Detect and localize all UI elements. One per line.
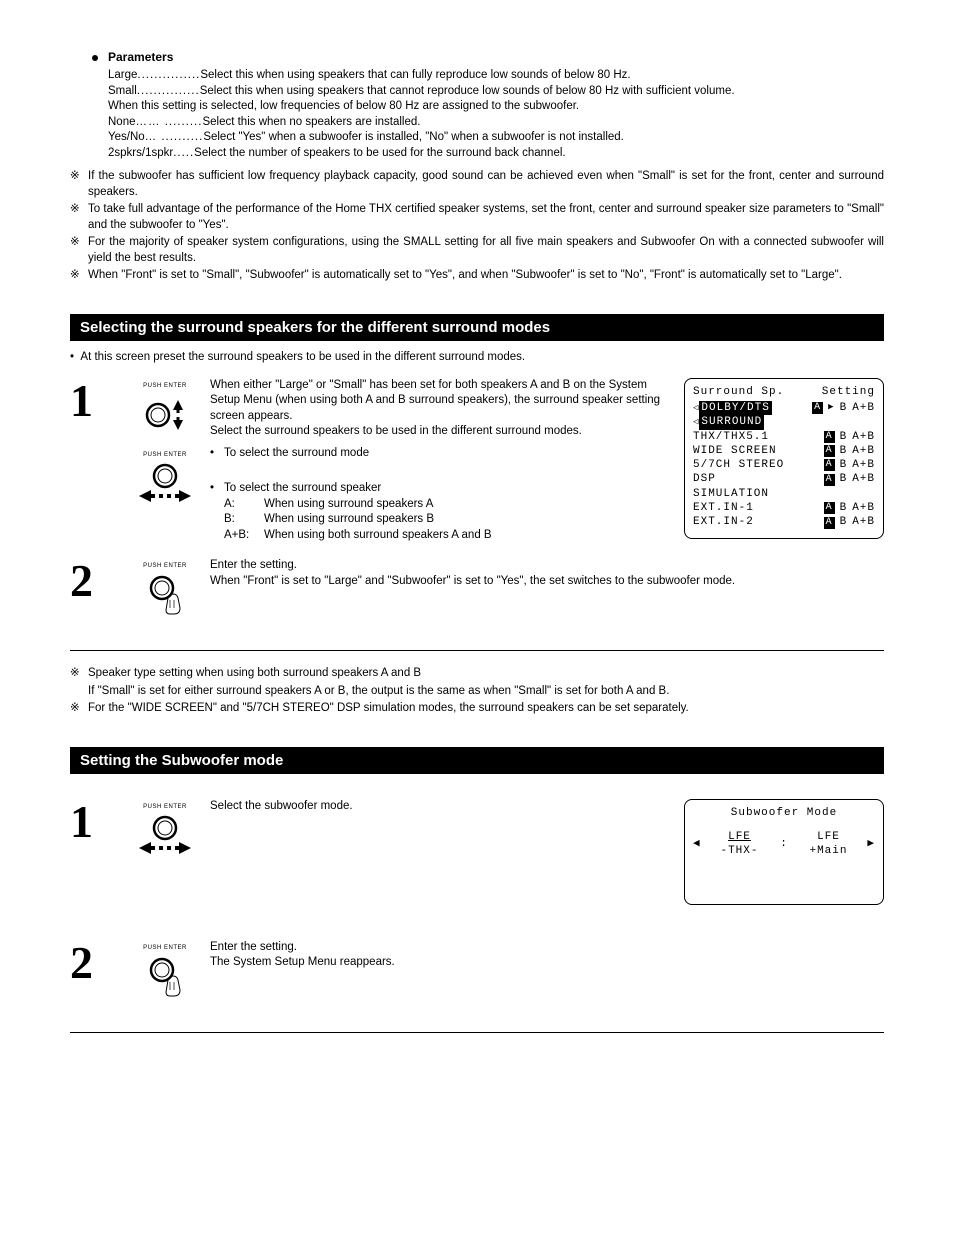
note-text: For the "WIDE SCREEN" and "5/7CH STEREO"… (88, 701, 884, 717)
knob-leftright-icon (135, 811, 195, 856)
note-row: ※For the majority of speaker system conf… (70, 235, 884, 266)
sub-step2a: Enter the setting. (210, 940, 864, 956)
knob-press-icon (140, 570, 190, 620)
step1-b1: To select the surround mode (224, 446, 369, 462)
section1-notes: ※ Speaker type setting when using both s… (70, 666, 884, 717)
note-mark-icon: ※ (70, 666, 88, 682)
screen-row: THX/THX5.1A B A+B (693, 430, 875, 444)
label-ab: A+B: (210, 528, 264, 544)
section-title-surround: Selecting the surround speakers for the … (70, 314, 884, 341)
step-number: 2 (70, 558, 120, 620)
step-2: 2 PUSH ENTER Enter the setting. When "Fr… (70, 558, 884, 620)
parameter-row: 2spkrs/1spkr.....Select the number of sp… (108, 146, 884, 162)
note-mark-spacer (70, 684, 88, 700)
step-icon-column: PUSH ENTER (120, 799, 210, 905)
parameter-row: Yes/No… ..........Select "Yes" when a su… (108, 130, 884, 146)
note-row: ※To take full advantage of the performan… (70, 202, 884, 233)
step1-p1: When either "Large" or "Small" has been … (210, 378, 664, 425)
step1-rab: When using both surround speakers A and … (264, 528, 492, 544)
screen-row: EXT.IN-1A B A+B (693, 501, 875, 515)
screen-row: DSPA B A+B (693, 472, 875, 486)
step1-ra: When using surround speakers A (264, 497, 433, 513)
sub-right: LFE +Main (794, 830, 863, 859)
step-icon-column: PUSH ENTER (120, 940, 210, 1002)
step2-p2: When "Front" is set to "Large" and "Subw… (210, 574, 864, 590)
step2-p1: Enter the setting. (210, 558, 864, 574)
sub-step2b: The System Setup Menu reappears. (210, 955, 864, 971)
section-title-subwoofer: Setting the Subwoofer mode (70, 747, 884, 774)
screen-column: Subwoofer Mode ◀ LFE -THX- : LFE +Main ▶ (684, 799, 884, 905)
parameters-heading: Parameters (92, 50, 884, 64)
step-1: 1 PUSH ENTER Select the subwoofer mode. … (70, 799, 884, 905)
step-number: 1 (70, 378, 120, 544)
step-text: Enter the setting. The System Setup Menu… (210, 940, 884, 1002)
screen-title-left: Surround Sp. (693, 385, 784, 399)
step-text: When either "Large" or "Small" has been … (210, 378, 684, 544)
sub-left: LFE -THX- (705, 830, 774, 859)
step1-b2: To select the surround speaker (224, 481, 381, 497)
note-mark-icon: ※ (70, 701, 88, 717)
knob-label: PUSH ENTER (120, 383, 210, 389)
knob-label: PUSH ENTER (120, 804, 210, 810)
knob-leftright-icon (135, 459, 195, 504)
parameters-list: Large...............Select this when usi… (108, 68, 884, 161)
section-intro: • At this screen preset the surround spe… (70, 351, 884, 363)
screen-row: 5/7CH STEREOA B A+B (693, 458, 875, 472)
note-row: ※When "Front" is set to "Small", "Subwoo… (70, 268, 884, 284)
knob-updown-icon (140, 390, 190, 440)
knob-label: PUSH ENTER (120, 452, 210, 458)
step-text: Enter the setting. When "Front" is set t… (210, 558, 884, 620)
divider (70, 1032, 884, 1033)
screen-column: Surround Sp. Setting ◁DOLBY/DTSA▶B A+B◁ … (684, 378, 884, 544)
screen-row: ◁ SURROUND (693, 415, 875, 429)
notes-top: ※If the subwoofer has sufficient low fre… (70, 169, 884, 284)
step-2: 2 PUSH ENTER Enter the setting. The Syst… (70, 940, 884, 1002)
screen-title-right: Setting (822, 385, 875, 399)
parameters-block: Parameters Large...............Select th… (70, 50, 884, 161)
step1-rb: When using surround speakers B (264, 512, 434, 528)
note-text: If "Small" is set for either surround sp… (88, 684, 884, 700)
label-b: B: (210, 512, 264, 528)
subwoofer-screen: Subwoofer Mode ◀ LFE -THX- : LFE +Main ▶ (684, 799, 884, 905)
knob-label: PUSH ENTER (120, 945, 210, 951)
divider (70, 650, 884, 651)
step-icon-column: PUSH ENTER PUSH ENTER (120, 378, 210, 544)
screen-row: WIDE SCREENA B A+B (693, 444, 875, 458)
sub-screen-title: Subwoofer Mode (693, 806, 875, 820)
step-number: 2 (70, 940, 120, 1002)
step-1: 1 PUSH ENTER PUSH ENTER When either "Lar… (70, 378, 884, 544)
surround-screen: Surround Sp. Setting ◁DOLBY/DTSA▶B A+B◁ … (684, 378, 884, 539)
parameter-row: Small...............Select this when usi… (108, 84, 884, 100)
step1-p2: Select the surround speakers to be used … (210, 424, 664, 440)
parameter-row: When this setting is selected, low frequ… (108, 99, 884, 115)
sub-step1-text: Select the subwoofer mode. (210, 799, 664, 815)
knob-label: PUSH ENTER (120, 563, 210, 569)
parameters-heading-text: Parameters (108, 50, 173, 64)
knob-press-icon (140, 952, 190, 1002)
label-a: A: (210, 497, 264, 513)
step-icon-column: PUSH ENTER (120, 558, 210, 620)
screen-row: SIMULATION (693, 487, 875, 501)
section-intro-text: At this screen preset the surround speak… (80, 351, 525, 363)
bullet-icon (92, 55, 98, 61)
parameter-row: None…… .........Select this when no spea… (108, 115, 884, 131)
note-row: ※If the subwoofer has sufficient low fre… (70, 169, 884, 200)
step-text: Select the subwoofer mode. (210, 799, 684, 905)
screen-row: ◁DOLBY/DTSA▶B A+B (693, 401, 875, 415)
parameter-row: Large...............Select this when usi… (108, 68, 884, 84)
step-number: 1 (70, 799, 120, 905)
note-text: Speaker type setting when using both sur… (88, 666, 884, 682)
screen-row: EXT.IN-2A B A+B (693, 515, 875, 529)
